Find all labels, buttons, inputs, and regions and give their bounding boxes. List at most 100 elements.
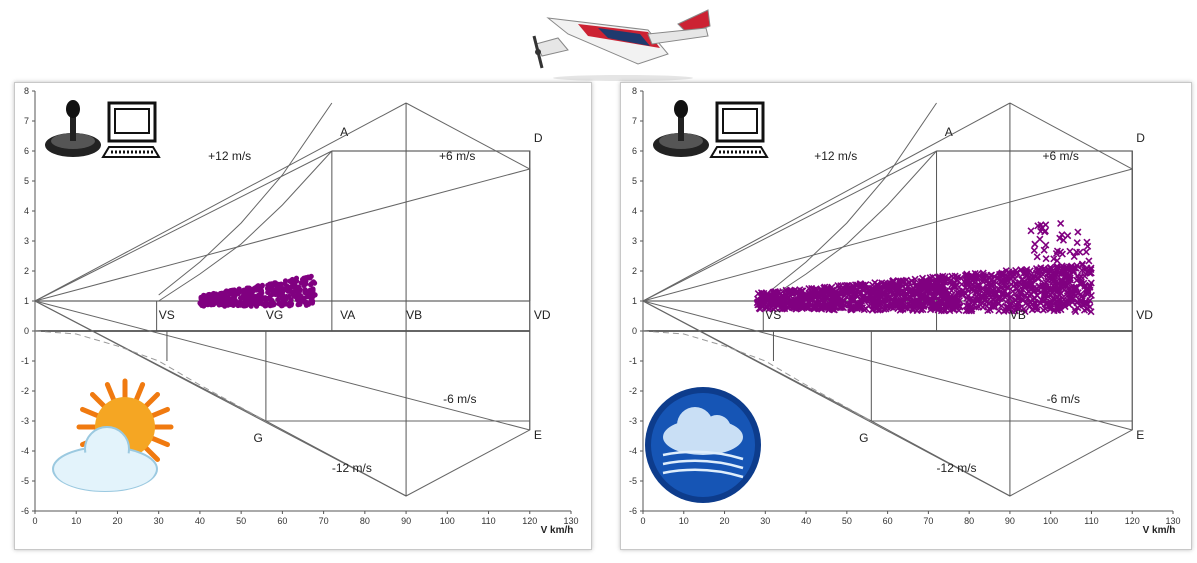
point-label: D: [1136, 131, 1145, 145]
scatter-point: [1072, 248, 1081, 256]
scatter-point: [837, 300, 846, 308]
x-tick-label: 110: [1084, 516, 1098, 526]
scatter-point: [1046, 304, 1055, 313]
series-gust-6-pos: [34, 168, 530, 302]
scatter-point: [843, 281, 851, 289]
scatter-point: [963, 278, 971, 286]
scatter-point: [1075, 273, 1083, 282]
x-tick-label: 70: [319, 516, 329, 526]
y-tick-label: -1: [629, 356, 637, 366]
scatter-point: [256, 300, 263, 307]
point-label: +6 m/s: [439, 149, 475, 163]
series-gust-12-neg: [642, 300, 1011, 497]
scatter-point: [913, 280, 921, 288]
scatter-point: [220, 302, 226, 308]
scatter-point: [1058, 231, 1066, 239]
scatter-point: [916, 288, 924, 296]
y-tick-label: -5: [629, 476, 637, 486]
y-tick-label: -3: [629, 416, 637, 426]
scatter-point: [310, 298, 316, 304]
x-tick-label: 60: [883, 516, 893, 526]
y-tick-label: -4: [21, 446, 29, 456]
x-tick-label: 0: [32, 516, 37, 526]
scatter-point: [875, 302, 884, 310]
x-tick-label: 40: [195, 516, 205, 526]
scatter-point: [953, 281, 961, 289]
scatter-point: [901, 293, 909, 301]
scatter-point: [989, 279, 997, 287]
y-tick-label: 8: [24, 86, 29, 96]
y-tick-label: -5: [21, 476, 29, 486]
point-label: VA: [340, 308, 355, 322]
x-tick-label: 100: [1043, 516, 1058, 526]
scatter-point: [1077, 290, 1085, 298]
scatter-point: [1073, 239, 1081, 247]
series-stall-curve-pos: [765, 150, 937, 302]
scatter-point: [269, 291, 275, 298]
y-tick-label: -2: [629, 386, 637, 396]
vn-diagram-calm: -6 -5 -4 -3 -2 -1 0 1 2 3 4 5 6 7 8 0 10 20 30 40 50 60 70 80 90…: [14, 82, 592, 550]
scatter-point: [894, 305, 902, 313]
scatter-point: [858, 294, 866, 302]
x-tick-label: 100: [440, 516, 455, 526]
scatter-point: [284, 284, 290, 290]
series-gust-6-neg: [642, 300, 1133, 431]
scatter-point: [1087, 308, 1095, 316]
scatter-point: [296, 284, 302, 290]
scatter-point: [830, 291, 839, 299]
scatter-point: [1084, 242, 1092, 250]
scatter-point: [974, 273, 982, 281]
scatter-point: [952, 295, 960, 303]
scatter-point: [890, 290, 898, 298]
scatter-point: [828, 283, 836, 291]
scatter-point: [1042, 241, 1050, 249]
scatter-point: [839, 304, 848, 312]
scatter-point: [251, 300, 257, 307]
scatter-point: [1023, 265, 1031, 274]
scatter-point: [868, 306, 876, 314]
scatter-point: [1041, 285, 1049, 294]
scatter-point: [785, 287, 793, 295]
point-label: VS: [765, 308, 781, 322]
scatter-point: [878, 297, 886, 306]
scatter-point: [1042, 255, 1050, 263]
scatter-point: [813, 286, 821, 294]
scatter-point: [962, 271, 970, 279]
scatter-point: [1047, 285, 1055, 293]
scatter-point: [1053, 247, 1062, 255]
scatter-point: [199, 301, 205, 307]
scatter-point: [1058, 250, 1066, 258]
scatter-point: [1034, 275, 1042, 283]
scatter-point: [270, 287, 276, 293]
joystick-icon: [653, 100, 709, 157]
scatter-point: [913, 297, 921, 305]
scatter-point: [902, 276, 910, 284]
scatter-point: [1074, 304, 1082, 312]
series-gust-6-pos: [642, 168, 1133, 302]
scatter-point: [843, 293, 851, 301]
x-axis-title: V km/h: [1143, 525, 1176, 536]
scatter-point: [276, 292, 282, 298]
scatter-point: [954, 300, 962, 308]
x-tick-label: 20: [720, 516, 730, 526]
scatter-point: [848, 305, 856, 313]
scatter-point: [991, 285, 999, 293]
scatter-point: [766, 300, 774, 308]
scatter-point: [282, 278, 289, 284]
x-tick-label: 80: [360, 516, 370, 526]
scatter-point: [1023, 271, 1031, 280]
scatter-point: [869, 294, 878, 303]
point-label: -12 m/s: [332, 461, 372, 475]
scatter-point: [1041, 228, 1049, 236]
scatter-point: [253, 287, 259, 293]
series-stall-curve-max: [158, 102, 333, 296]
point-label: E: [1136, 428, 1144, 442]
scatter-point: [1014, 303, 1022, 311]
scatter-point: [241, 303, 247, 309]
point-label: G: [254, 431, 263, 445]
scatter-point: [1038, 224, 1046, 232]
y-tick-label: 3: [24, 236, 29, 246]
scatter-point: [1005, 301, 1013, 309]
scatter-point: [883, 301, 891, 309]
scatter-point: [946, 302, 954, 310]
